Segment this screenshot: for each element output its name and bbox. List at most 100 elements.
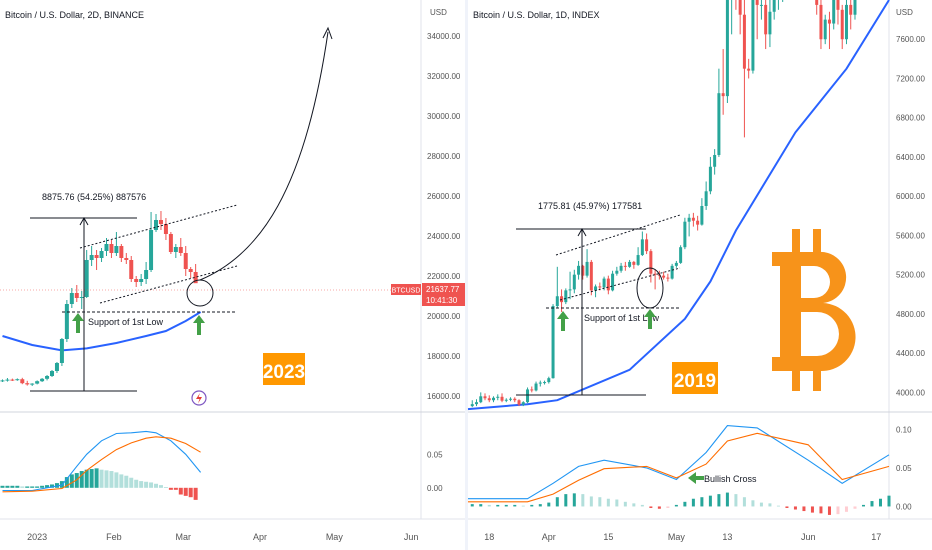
bitcoin-logo-icon (772, 229, 856, 391)
candle-body (168, 234, 173, 252)
macd-histogram-bar (640, 504, 644, 507)
candle (69, 288, 74, 308)
macd-histogram-bar (479, 504, 483, 507)
candle (696, 215, 700, 231)
macd-histogram-bar (89, 469, 94, 488)
candle-body (500, 396, 504, 401)
candle-body (109, 244, 114, 253)
left-price-tag-price: 21637.77 (426, 285, 460, 294)
candle-body (751, 0, 755, 71)
price-tick-label: 4800.00 (896, 310, 925, 319)
candle (691, 212, 695, 227)
macd-histogram-bar (674, 504, 678, 507)
candle (670, 263, 674, 280)
price-tick-label: 20000.00 (427, 312, 461, 321)
candle (721, 49, 725, 115)
candle-body (623, 265, 627, 267)
macd-histogram-bar (104, 470, 109, 488)
candle-body (547, 378, 551, 383)
candle (581, 264, 585, 280)
right-chart: 7600.00 7200.00 6800.00 6400.00 6000.00 5600.… (467, 0, 932, 550)
candle (815, 0, 819, 15)
candle-body (79, 297, 84, 298)
candle-body (738, 0, 742, 15)
macd-histogram-bar (793, 506, 797, 510)
candle (144, 262, 149, 284)
macd-histogram-bar (35, 486, 40, 488)
candle-body (700, 206, 704, 225)
left-arrow-up-1 (72, 313, 84, 333)
time-tick-label: May (326, 532, 344, 542)
candle (657, 270, 661, 280)
candle-body (759, 4, 763, 6)
candle-body (193, 272, 198, 284)
candle (666, 273, 670, 282)
macd-histogram-bar (504, 504, 508, 507)
candle (619, 262, 623, 273)
macd-histogram-bar (734, 494, 738, 507)
left-chart: Bitcoin / U.S. Dollar, 2D, BINANCE USD 3… (0, 0, 465, 550)
candle (853, 0, 857, 20)
candle-body (725, 0, 729, 97)
candle-body (483, 396, 487, 399)
macd-histogram-bar (649, 506, 653, 508)
candle (500, 393, 504, 403)
candle-body (521, 402, 525, 405)
candle (45, 375, 50, 381)
left-moving-average (2, 311, 202, 352)
candle-body (551, 306, 555, 379)
macd-histogram-bar (193, 487, 198, 500)
candle (30, 383, 35, 386)
candle (713, 149, 717, 175)
candle-body (487, 398, 491, 401)
macd-histogram-bar (700, 497, 704, 507)
right-chart-title: Bitcoin / U.S. Dollar, 1D, INDEX (473, 10, 600, 20)
time-tick-label: Jun (801, 532, 816, 542)
candle (606, 275, 610, 295)
candle-body (632, 261, 636, 265)
left-price-tag (422, 283, 465, 306)
candle-body (124, 258, 129, 260)
macd-histogram-bar (657, 506, 661, 509)
left-candles (0, 211, 198, 386)
candle-body (89, 255, 94, 260)
macd-histogram-bar (5, 485, 10, 488)
candle-body (479, 396, 483, 403)
left-measure-label: 8875.76 (54.25%) 887576 (42, 192, 146, 202)
candle-body (25, 383, 30, 385)
candle-body (555, 296, 559, 307)
right-highlight-circle (636, 267, 664, 309)
candle (25, 380, 30, 386)
candle (615, 266, 619, 276)
candle-body (144, 270, 149, 279)
candle (611, 270, 615, 292)
candle (79, 291, 84, 309)
macd-histogram-bar (487, 504, 491, 507)
candle (628, 259, 632, 268)
candle (674, 260, 678, 268)
candle-body (114, 246, 119, 253)
price-tick-label: 6000.00 (896, 192, 925, 201)
left-macd-axis: 0.05 0.00 (427, 450, 443, 493)
macd-tick-label: 0.05 (427, 450, 443, 459)
price-tick-label: 22000.00 (427, 272, 461, 281)
time-tick-label: 18 (484, 532, 494, 542)
price-tick-label: 32000.00 (427, 72, 461, 81)
candle-body (94, 255, 99, 258)
candle-body (849, 4, 853, 15)
candle-body (696, 220, 700, 225)
candle-body (827, 19, 831, 24)
candle-body (649, 251, 653, 274)
candle (823, 14, 827, 45)
candle (547, 376, 551, 384)
time-tick-label: 13 (722, 532, 732, 542)
macd-histogram-bar (632, 503, 636, 507)
candle (521, 401, 525, 407)
price-tick-label: 26000.00 (427, 192, 461, 201)
right-currency-label: USD (896, 8, 913, 17)
candle (74, 285, 79, 302)
macd-histogram-bar (870, 501, 874, 507)
candle (687, 213, 691, 237)
candle (530, 386, 534, 393)
candle-body (99, 251, 104, 258)
